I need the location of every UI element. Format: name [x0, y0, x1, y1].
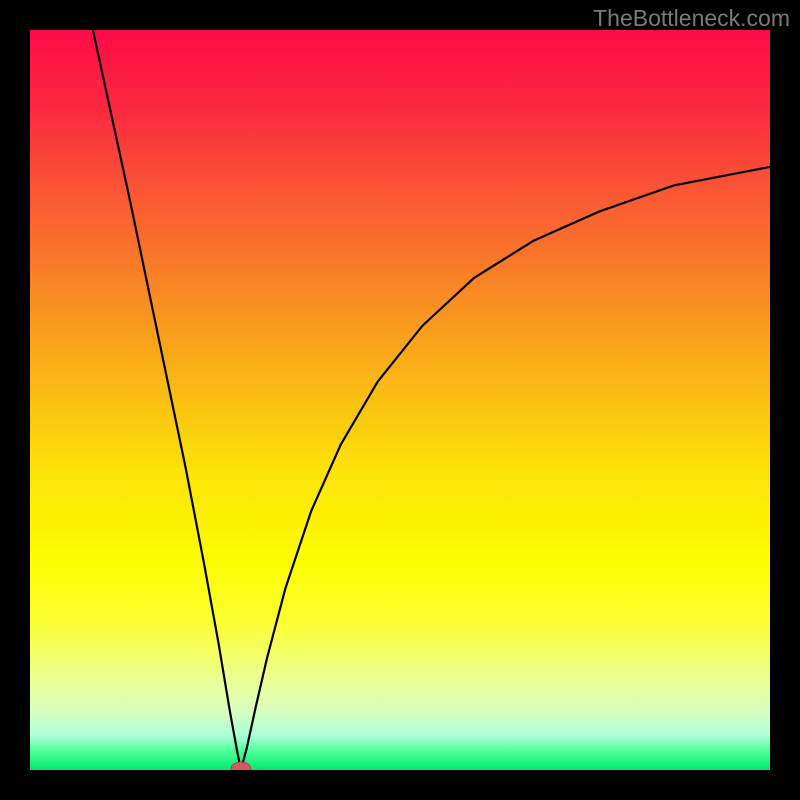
- plot-area: [30, 30, 770, 770]
- watermark-text: TheBottleneck.com: [593, 5, 790, 32]
- gradient-background: [30, 30, 770, 770]
- plot-svg: [30, 30, 770, 770]
- chart-frame: TheBottleneck.com: [0, 0, 800, 800]
